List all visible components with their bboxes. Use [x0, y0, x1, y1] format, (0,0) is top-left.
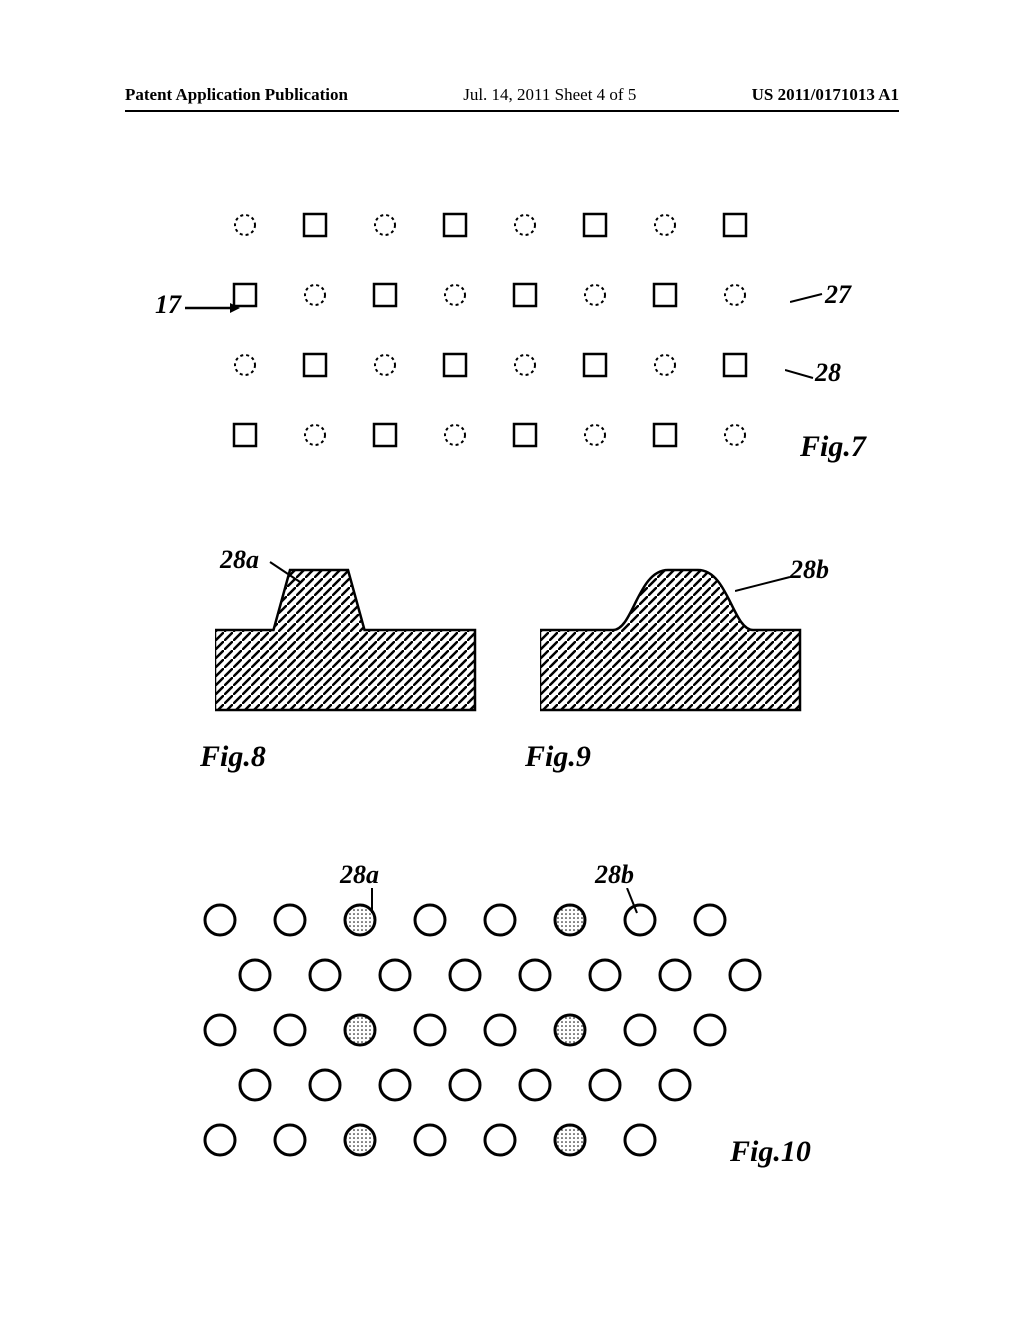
ref-17: 17: [155, 290, 181, 320]
ref-28a: 28a: [220, 545, 259, 575]
arrow-17: [185, 300, 245, 320]
ref-28a-f10: 28a: [340, 860, 379, 890]
ref-28b-f10: 28b: [595, 860, 634, 890]
fig7-label: Fig.7: [800, 430, 866, 464]
fig9-label: Fig.9: [525, 740, 591, 774]
leader-28b: [735, 575, 795, 595]
leader-28a: [265, 560, 305, 585]
fig10-grid: [0, 860, 1024, 1260]
fig7-grid: [0, 0, 1024, 520]
ref-28b: 28b: [790, 555, 829, 585]
fig10-label: Fig.10: [730, 1135, 811, 1169]
fig8-shape: [215, 560, 495, 730]
leader-27: [790, 290, 830, 310]
leader-28: [785, 368, 820, 383]
leader-28a-f10: [370, 888, 385, 918]
leader-28b-f10: [625, 888, 645, 918]
fig8-label: Fig.8: [200, 740, 266, 774]
